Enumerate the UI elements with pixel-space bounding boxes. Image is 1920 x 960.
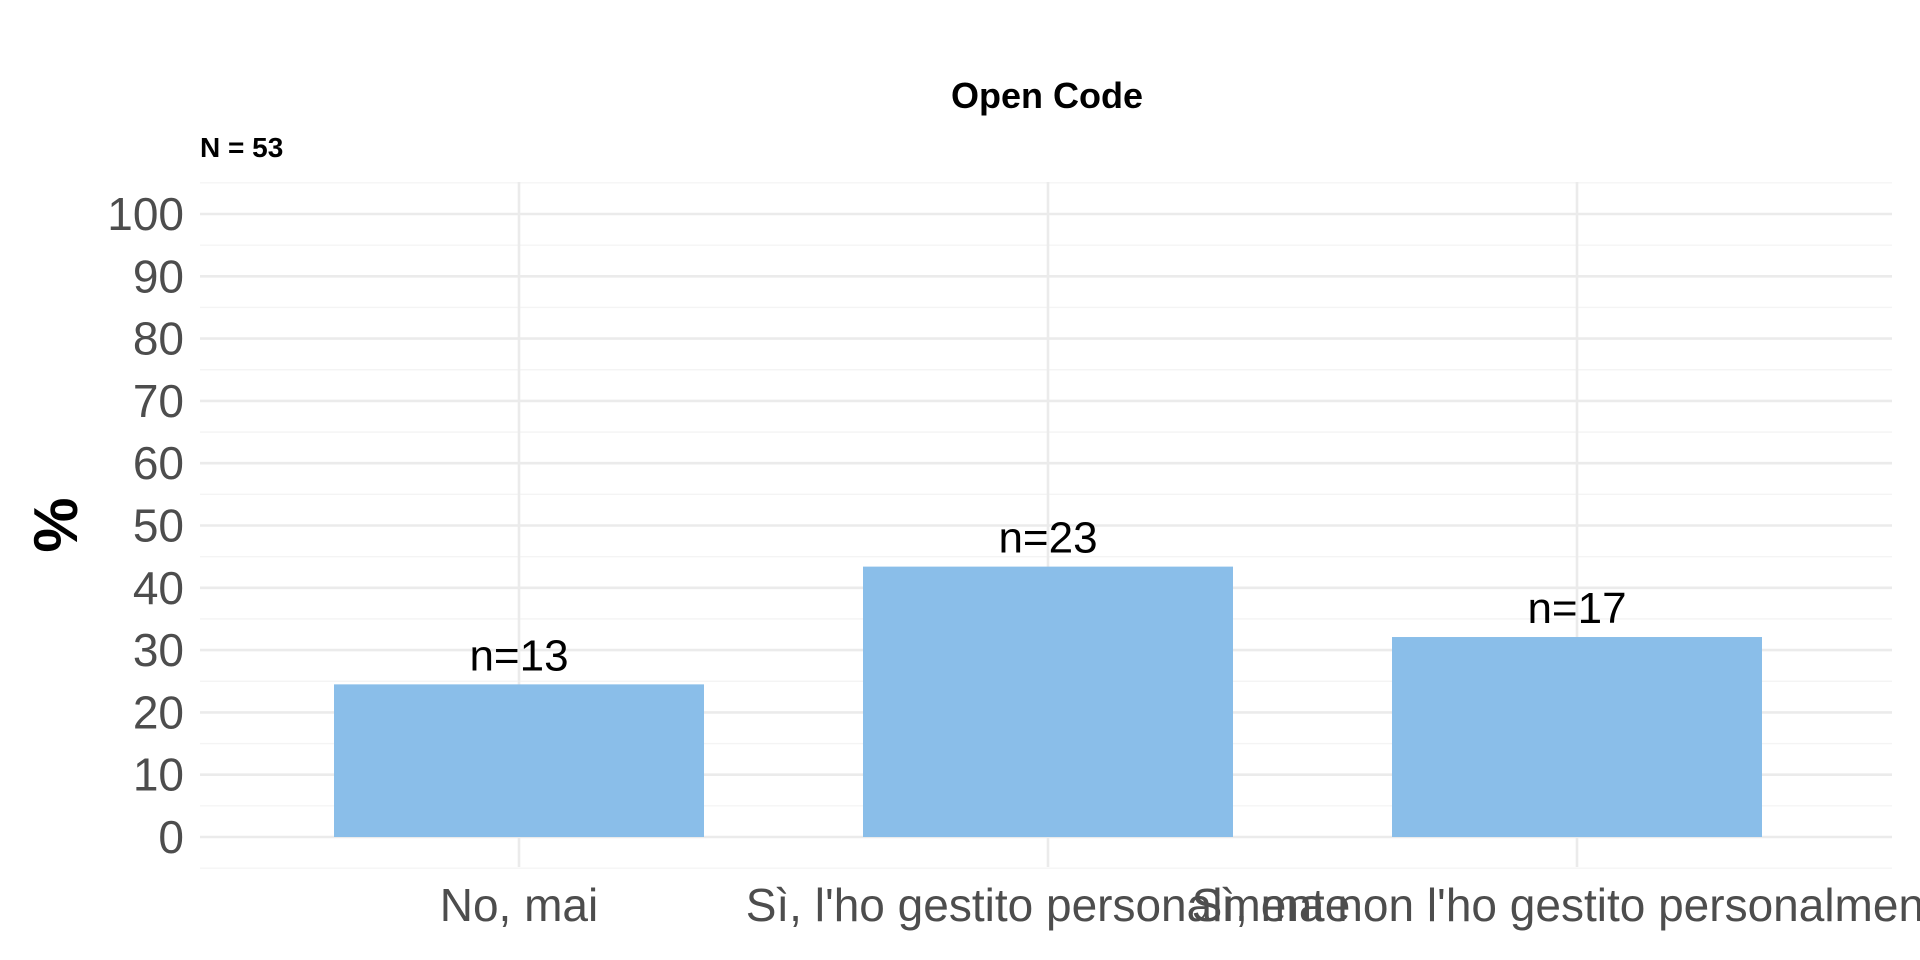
bars (334, 566, 1762, 837)
y-tick-label: 10 (133, 749, 184, 801)
data-label-2: n=23 (998, 514, 1097, 563)
y-tick-label: 80 (133, 313, 184, 365)
data-label-3: n=17 (1527, 584, 1626, 633)
y-tick-label: 0 (158, 811, 184, 863)
x-tick-label-2: Sì, l'ho gestito personalmente (746, 879, 1351, 931)
y-tick-label: 70 (133, 375, 184, 427)
y-tick-label: 40 (133, 562, 184, 614)
bar-1 (334, 684, 704, 837)
y-axis-ticks: 0 10 20 30 40 50 60 70 80 90 100 (107, 188, 184, 863)
bar-3 (1392, 637, 1762, 837)
data-labels: n=13 n=23 n=17 (469, 514, 1626, 681)
bar-2 (863, 566, 1233, 837)
chart-title: Open Code (951, 75, 1143, 116)
x-axis-ticks: No, mai Sì, l'ho gestito personalmenteSì,… (440, 879, 1920, 931)
chart-subtitle: N = 53 (200, 132, 283, 163)
y-tick-label: 60 (133, 437, 184, 489)
y-tick-label: 50 (133, 500, 184, 552)
y-axis-label: % (22, 497, 91, 552)
y-tick-label: 20 (133, 686, 184, 738)
x-tick-label-1: No, mai (440, 879, 598, 931)
x-tick-label-3: Sì, ma non l'ho gestito personalmente (1192, 879, 1920, 931)
y-tick-label: 30 (133, 624, 184, 676)
data-label-1: n=13 (469, 631, 568, 680)
y-tick-label: 90 (133, 250, 184, 302)
y-tick-label: 100 (107, 188, 184, 240)
